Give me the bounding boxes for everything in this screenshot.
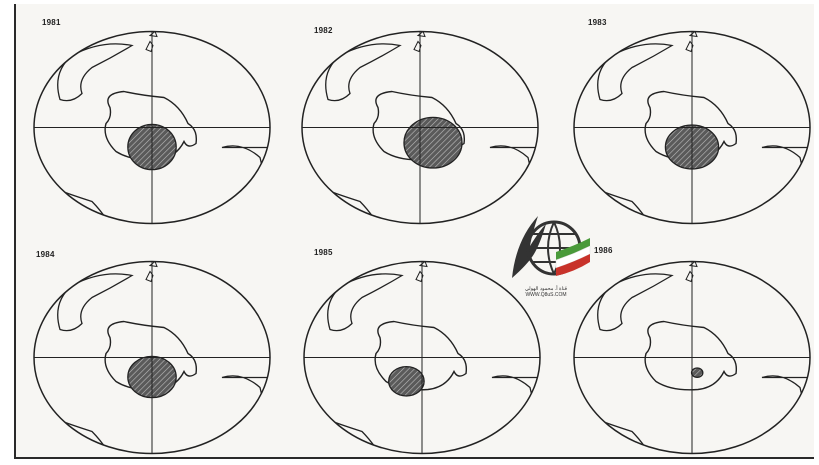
africa-outline — [221, 145, 270, 224]
ozone-hole — [690, 367, 704, 379]
figure-frame: 1981 1982 1983 1984 1985 1986 قناة أ. مح… — [14, 4, 814, 459]
watermark-logo — [512, 216, 591, 278]
australia-outline — [321, 416, 383, 454]
polar-map — [573, 260, 811, 455]
year-label: 1985 — [314, 248, 333, 257]
polar-map — [33, 260, 271, 455]
map-panel-1984: 1984 — [22, 242, 282, 457]
year-label: 1982 — [314, 26, 333, 35]
australia-outline — [51, 186, 113, 224]
africa-outline — [761, 375, 810, 454]
caption-url: WWW.Q8uS.COM — [525, 292, 567, 298]
watermark-caption: قناة أ. محمود الهولي WWW.Q8uS.COM — [511, 286, 581, 298]
africa-outline — [761, 145, 810, 224]
australia-outline — [591, 186, 653, 224]
africa-outline — [491, 375, 540, 454]
polar-map — [301, 30, 539, 225]
map-panel-1985: 1985 — [292, 242, 552, 457]
map-panel-1982: 1982 — [290, 12, 550, 227]
flag-stripes — [556, 238, 590, 260]
year-label: 1981 — [42, 18, 61, 27]
antarctica-outline — [644, 320, 738, 391]
antarctica-outline — [644, 90, 738, 161]
australia-outline — [51, 416, 113, 454]
ozone-hole — [403, 116, 463, 169]
antarctica-outline — [104, 320, 198, 391]
map-boundary — [301, 30, 539, 225]
polar-map — [33, 30, 271, 225]
map-land — [51, 261, 270, 454]
australia-outline — [591, 416, 653, 454]
map-land — [591, 261, 810, 454]
polar-map — [573, 30, 811, 225]
map-boundary — [33, 260, 271, 455]
australia-outline — [319, 186, 381, 224]
map-boundary — [33, 30, 271, 225]
year-label: 1984 — [36, 250, 55, 259]
caption-arabic: قناة أ. محمود الهولي — [524, 286, 568, 292]
year-label: 1986 — [594, 246, 613, 255]
polar-map — [303, 260, 541, 455]
year-label: 1983 — [588, 18, 607, 27]
antarctica-outline — [104, 90, 198, 161]
map-panel-1983: 1983 — [562, 12, 819, 227]
map-boundary — [303, 260, 541, 455]
antarctica-outline — [374, 320, 468, 391]
ozone-hole — [388, 365, 425, 397]
africa-outline — [221, 375, 270, 454]
map-panel-1986: 1986 — [562, 242, 819, 457]
map-boundary — [573, 260, 811, 455]
map-panel-1981: 1981 — [22, 12, 282, 227]
map-boundary — [573, 30, 811, 225]
